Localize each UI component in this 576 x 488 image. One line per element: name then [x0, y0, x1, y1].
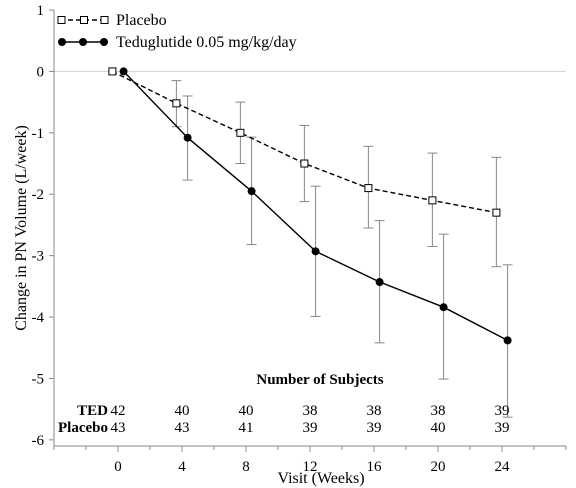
subjects-table: Number of Subjects TED 42 40 40 38 38 38 39Plac… [58, 372, 510, 436]
teduglutide-point [119, 67, 128, 76]
teduglutide-point [439, 303, 448, 312]
subjects-heading: Number of Subjects [256, 372, 383, 388]
y-tick-label: 0 [37, 64, 45, 80]
placebo-point [236, 128, 245, 137]
teduglutide-point [503, 336, 512, 345]
placebo-point [428, 196, 437, 205]
legend-teduglutide-marker [58, 38, 66, 46]
x-tick-label: 24 [495, 459, 511, 475]
legend-placebo-label: Placebo [116, 12, 167, 29]
y-tick-label: -5 [32, 371, 45, 387]
x-tick-label: 16 [367, 459, 383, 475]
legend-teduglutide-marker [100, 38, 108, 46]
x-axis-label: Visit (Weeks) [277, 470, 364, 487]
subjects-count: 39 [495, 420, 510, 436]
series-layer [112, 70, 508, 342]
subjects-count: 41 [239, 420, 254, 436]
legend-placebo-marker [80, 16, 88, 24]
y-tick-label: -2 [32, 187, 45, 203]
x-tick-label: 8 [242, 459, 250, 475]
legend: Placebo Teduglutide 0.05 mg/kg/day [57, 12, 297, 51]
legend-teduglutide-marker [79, 38, 87, 46]
placebo-point [492, 208, 501, 217]
subjects-count: 40 [239, 403, 254, 419]
subjects-count: 43 [175, 420, 190, 436]
y-tick-label: -6 [32, 433, 45, 449]
subjects-count: 40 [431, 420, 446, 436]
placebo-point [364, 184, 373, 193]
y-axis-label: Change in PN Volume (L/week) [13, 125, 30, 331]
subjects-count: 40 [175, 403, 190, 419]
placebo-point [172, 99, 181, 108]
marker-layer [108, 67, 512, 345]
x-tick-label: 12 [303, 459, 318, 475]
subjects-row-label: Placebo [58, 420, 108, 436]
subjects-count: 39 [303, 420, 318, 436]
errorbar-layer [171, 80, 513, 418]
subjects-count: 38 [367, 403, 382, 419]
subjects-count: 38 [431, 403, 446, 419]
placebo-point [300, 159, 309, 168]
subjects-count: 43 [111, 420, 126, 436]
x-ticks-layer: 0 4 8 12 16 20 24 [53, 446, 567, 475]
subjects-count: 38 [303, 403, 318, 419]
y-tick-label: -3 [32, 249, 45, 265]
subjects-count: 42 [111, 403, 126, 419]
teduglutide-point [183, 133, 192, 142]
y-tick-label: -1 [32, 126, 45, 142]
subjects-count: 39 [367, 420, 382, 436]
legend-placebo-marker [100, 16, 109, 24]
y-tick-label: -4 [32, 310, 45, 326]
teduglutide-point [375, 278, 384, 287]
legend-teduglutide-label: Teduglutide 0.05 mg/kg/day [116, 34, 297, 51]
legend-placebo-marker [57, 16, 66, 24]
teduglutide-point [247, 187, 256, 196]
teduglutide-point [311, 247, 320, 256]
subjects-count: 39 [495, 403, 510, 419]
y-ticks-layer: 1 0 -1 -2 -3 -4 -5 -6 [32, 3, 54, 449]
x-tick-label: 20 [431, 459, 446, 475]
placebo-point [108, 67, 117, 76]
y-tick-label: 1 [37, 3, 45, 19]
subjects-row-label: TED [77, 403, 108, 419]
x-tick-label: 0 [114, 459, 122, 475]
x-tick-label: 4 [178, 459, 186, 475]
